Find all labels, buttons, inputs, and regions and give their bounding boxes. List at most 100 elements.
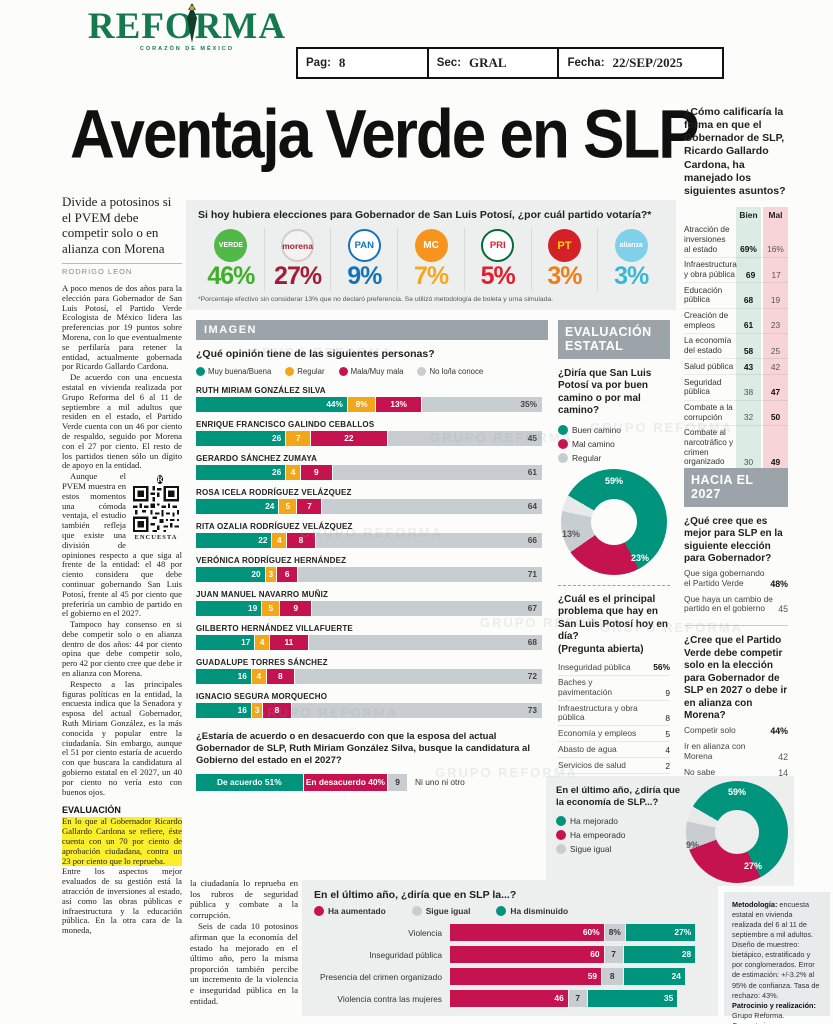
slp-row-label: Violencia contra las mujeres bbox=[337, 993, 442, 1004]
bar-segment: 22 bbox=[196, 533, 272, 548]
problems-list: Inseguridad pública 56% Baches y pavimenta… bbox=[558, 660, 670, 790]
imagen-legend-label: Mala/Muy mala bbox=[350, 367, 404, 376]
slp-bar-row: Violencia contra las mujeres 46 7 35 bbox=[314, 990, 706, 1007]
person-name: RUTH MIRIAM GONZÁLEZ SILVA bbox=[196, 386, 326, 395]
problem-value: 56% bbox=[653, 662, 670, 673]
economia-legend-label: Sigue igual bbox=[570, 843, 612, 854]
slp-legend: Ha aumentado Sigue igual Ha disminuido bbox=[314, 906, 706, 916]
imagen-legend-item: No lo/la conoce bbox=[417, 367, 483, 376]
bar-segment: 26 bbox=[196, 465, 286, 480]
estatal-legend-item: Buen camino bbox=[558, 424, 670, 435]
manejo-row-label: Atracción de inversiones al estado bbox=[684, 225, 730, 254]
imagen-legend-label: Regular bbox=[297, 367, 325, 376]
slp-legend-dot bbox=[314, 906, 324, 916]
agreement-segment: 9 bbox=[388, 773, 408, 791]
party-result-pan: PAN 9% bbox=[330, 228, 397, 291]
manejo-bien-value: 69% bbox=[740, 244, 757, 255]
hacia-header: HACIA EL 2027 bbox=[684, 468, 788, 507]
party-results-row: VERDE 46% morena 27% PAN 9% MC 7% PRI 5% PT 3% alian… bbox=[198, 228, 664, 291]
donut-label: 59% bbox=[604, 475, 624, 486]
problem-value: 2 bbox=[665, 760, 670, 771]
economia-box: En el último año, ¿diría que la economía… bbox=[546, 776, 794, 886]
donut-label: 23% bbox=[630, 552, 649, 563]
article-paragraph: De acuerdo con una encuesta estatal en v… bbox=[62, 372, 182, 471]
page-number-cell: Pag: 8 bbox=[298, 49, 429, 77]
hacia-q2-answers: Competir solo 44% Ir en alianza con Morena… bbox=[684, 723, 788, 781]
bar-segment: 3 bbox=[265, 567, 276, 582]
bar-segment: 66 bbox=[315, 533, 542, 548]
agreement-bar-row: De acuerdo 51% En desacuerdo 40% 9 Ni uno … bbox=[196, 773, 548, 791]
reforma-masthead: REFORMA CORAZÓN DE MÉXICO bbox=[82, 3, 292, 52]
manejo-mal-value: 17 bbox=[771, 269, 781, 280]
manejo-mal-value: 50 bbox=[770, 412, 781, 423]
party-logo-verde: VERDE bbox=[214, 229, 248, 262]
person-row: ENRIQUE FRANCISCO GALINDO CEBALLOS 26 7 22 4… bbox=[196, 420, 548, 446]
bar-segment: 7 bbox=[568, 990, 587, 1007]
imagen-legend-item: Muy buena/Buena bbox=[196, 367, 271, 376]
person-row: ROSA ICELA RODRÍGUEZ VELÁZQUEZ 24 5 7 64 bbox=[196, 488, 548, 514]
bien-column-stripe bbox=[736, 206, 761, 470]
slp-legend-dot bbox=[496, 906, 507, 916]
estatal-header: EVALUACIÓN ESTATAL bbox=[558, 320, 670, 359]
answer-value: 48% bbox=[770, 578, 788, 589]
slp-row-label: Inseguridad pública bbox=[369, 949, 442, 960]
bar-segment: 67 bbox=[312, 601, 542, 616]
bien-column-header: Bien bbox=[739, 209, 758, 220]
bar-segment: 60 bbox=[450, 946, 604, 963]
estatal-legend-dot bbox=[558, 438, 568, 449]
problem-label: Infraestructura y obra pública bbox=[558, 702, 638, 723]
answer-value: 42 bbox=[778, 751, 788, 762]
imagen-legend-label: No lo/la conoce bbox=[429, 367, 484, 376]
bar-segment: 8 bbox=[266, 669, 295, 684]
party-logo-pt: PT bbox=[547, 229, 581, 262]
economia-legend-item: Ha mejorado bbox=[556, 815, 784, 826]
person-row: GERARDO SÁNCHEZ ZUMAYA 26 4 9 61 bbox=[196, 454, 548, 480]
article-body: A poco menos de dos años para la elecció… bbox=[62, 283, 182, 936]
manejo-bien-value: 68 bbox=[743, 295, 754, 306]
party-result-alianza: alianza 3% bbox=[597, 228, 664, 291]
manejo-row: Infraestructura y obra pública 69 17 bbox=[684, 258, 788, 284]
bar-segment: 5 bbox=[279, 499, 297, 514]
bar-segment: 8 bbox=[287, 533, 315, 548]
manejo-row: Seguridad pública 38 47 bbox=[684, 375, 788, 401]
answer-label: Ir en alianza con Morena bbox=[684, 740, 746, 761]
bar-segment: 64 bbox=[322, 499, 542, 514]
party-percentage: 7% bbox=[413, 262, 449, 290]
problem-row: Infraestructura y obra pública 8 bbox=[558, 701, 670, 727]
vote-question: Si hoy hubiera elecciones para Gobernado… bbox=[198, 209, 652, 221]
party-logo-pri: PRI bbox=[481, 229, 515, 262]
economia-legend-dot bbox=[556, 829, 566, 840]
imagen-legend-item: Regular bbox=[285, 367, 325, 376]
answer-row: Que haya un cambio de partido en el gobi… bbox=[684, 592, 788, 618]
people-bars: RUTH MIRIAM GONZÁLEZ SILVA 44% 8% 13% 35% ENR… bbox=[196, 386, 548, 718]
economia-legend-item: Sigue igual bbox=[556, 843, 784, 854]
manejo-mal-value: 25 bbox=[770, 345, 781, 356]
economia-legend-dot bbox=[556, 815, 566, 826]
bar-segment: 27% bbox=[626, 924, 696, 941]
imagen-legend-dot bbox=[417, 367, 427, 376]
bar-segment: 16 bbox=[196, 669, 251, 684]
manejo-bien-value: 69 bbox=[745, 269, 756, 280]
person-row: JUAN MANUEL NAVARRO MUÑIZ 19 5 9 67 bbox=[196, 590, 548, 616]
article-column-1: Divide a potosinos si el PVEM debe compe… bbox=[62, 194, 182, 1018]
estatal-legend-item: Mal camino bbox=[558, 438, 670, 449]
problems-note: (Pregunta abierta) bbox=[558, 643, 644, 655]
vote-footnote: *Porcentaje efectivo sin considerar 13% … bbox=[198, 295, 554, 303]
problem-label: Servicios de salud bbox=[558, 760, 626, 771]
article-paragraph: Seis de cada 10 potosinos afirman que la… bbox=[190, 921, 298, 1006]
pag-value: 8 bbox=[338, 55, 346, 70]
imagen-legend-dot bbox=[285, 367, 295, 376]
answer-label: No sabe bbox=[684, 766, 716, 777]
date-cell: Fecha: 22/SEP/2025 bbox=[559, 49, 722, 77]
bar-segment: 61 bbox=[332, 465, 542, 480]
economia-legend-dot bbox=[556, 843, 566, 854]
imagen-legend: Muy buena/Buena Regular Mala/Muy mala No lo… bbox=[196, 367, 548, 376]
qr-block: R ENCUESTA bbox=[130, 473, 182, 543]
bar-segment: 28 bbox=[623, 946, 696, 963]
bar-segment: 4 bbox=[251, 669, 266, 684]
masthead-tagline: CORAZÓN DE MÉXICO bbox=[139, 46, 235, 52]
sponsorship-label: Patrocinio y realización: bbox=[732, 1000, 816, 1010]
estatal-panel: EVALUACIÓN ESTATAL ¿Diría que San Luis P… bbox=[558, 320, 670, 789]
problem-value: 8 bbox=[665, 712, 670, 723]
person-opinion-bar: 16 4 8 72 bbox=[196, 669, 542, 684]
